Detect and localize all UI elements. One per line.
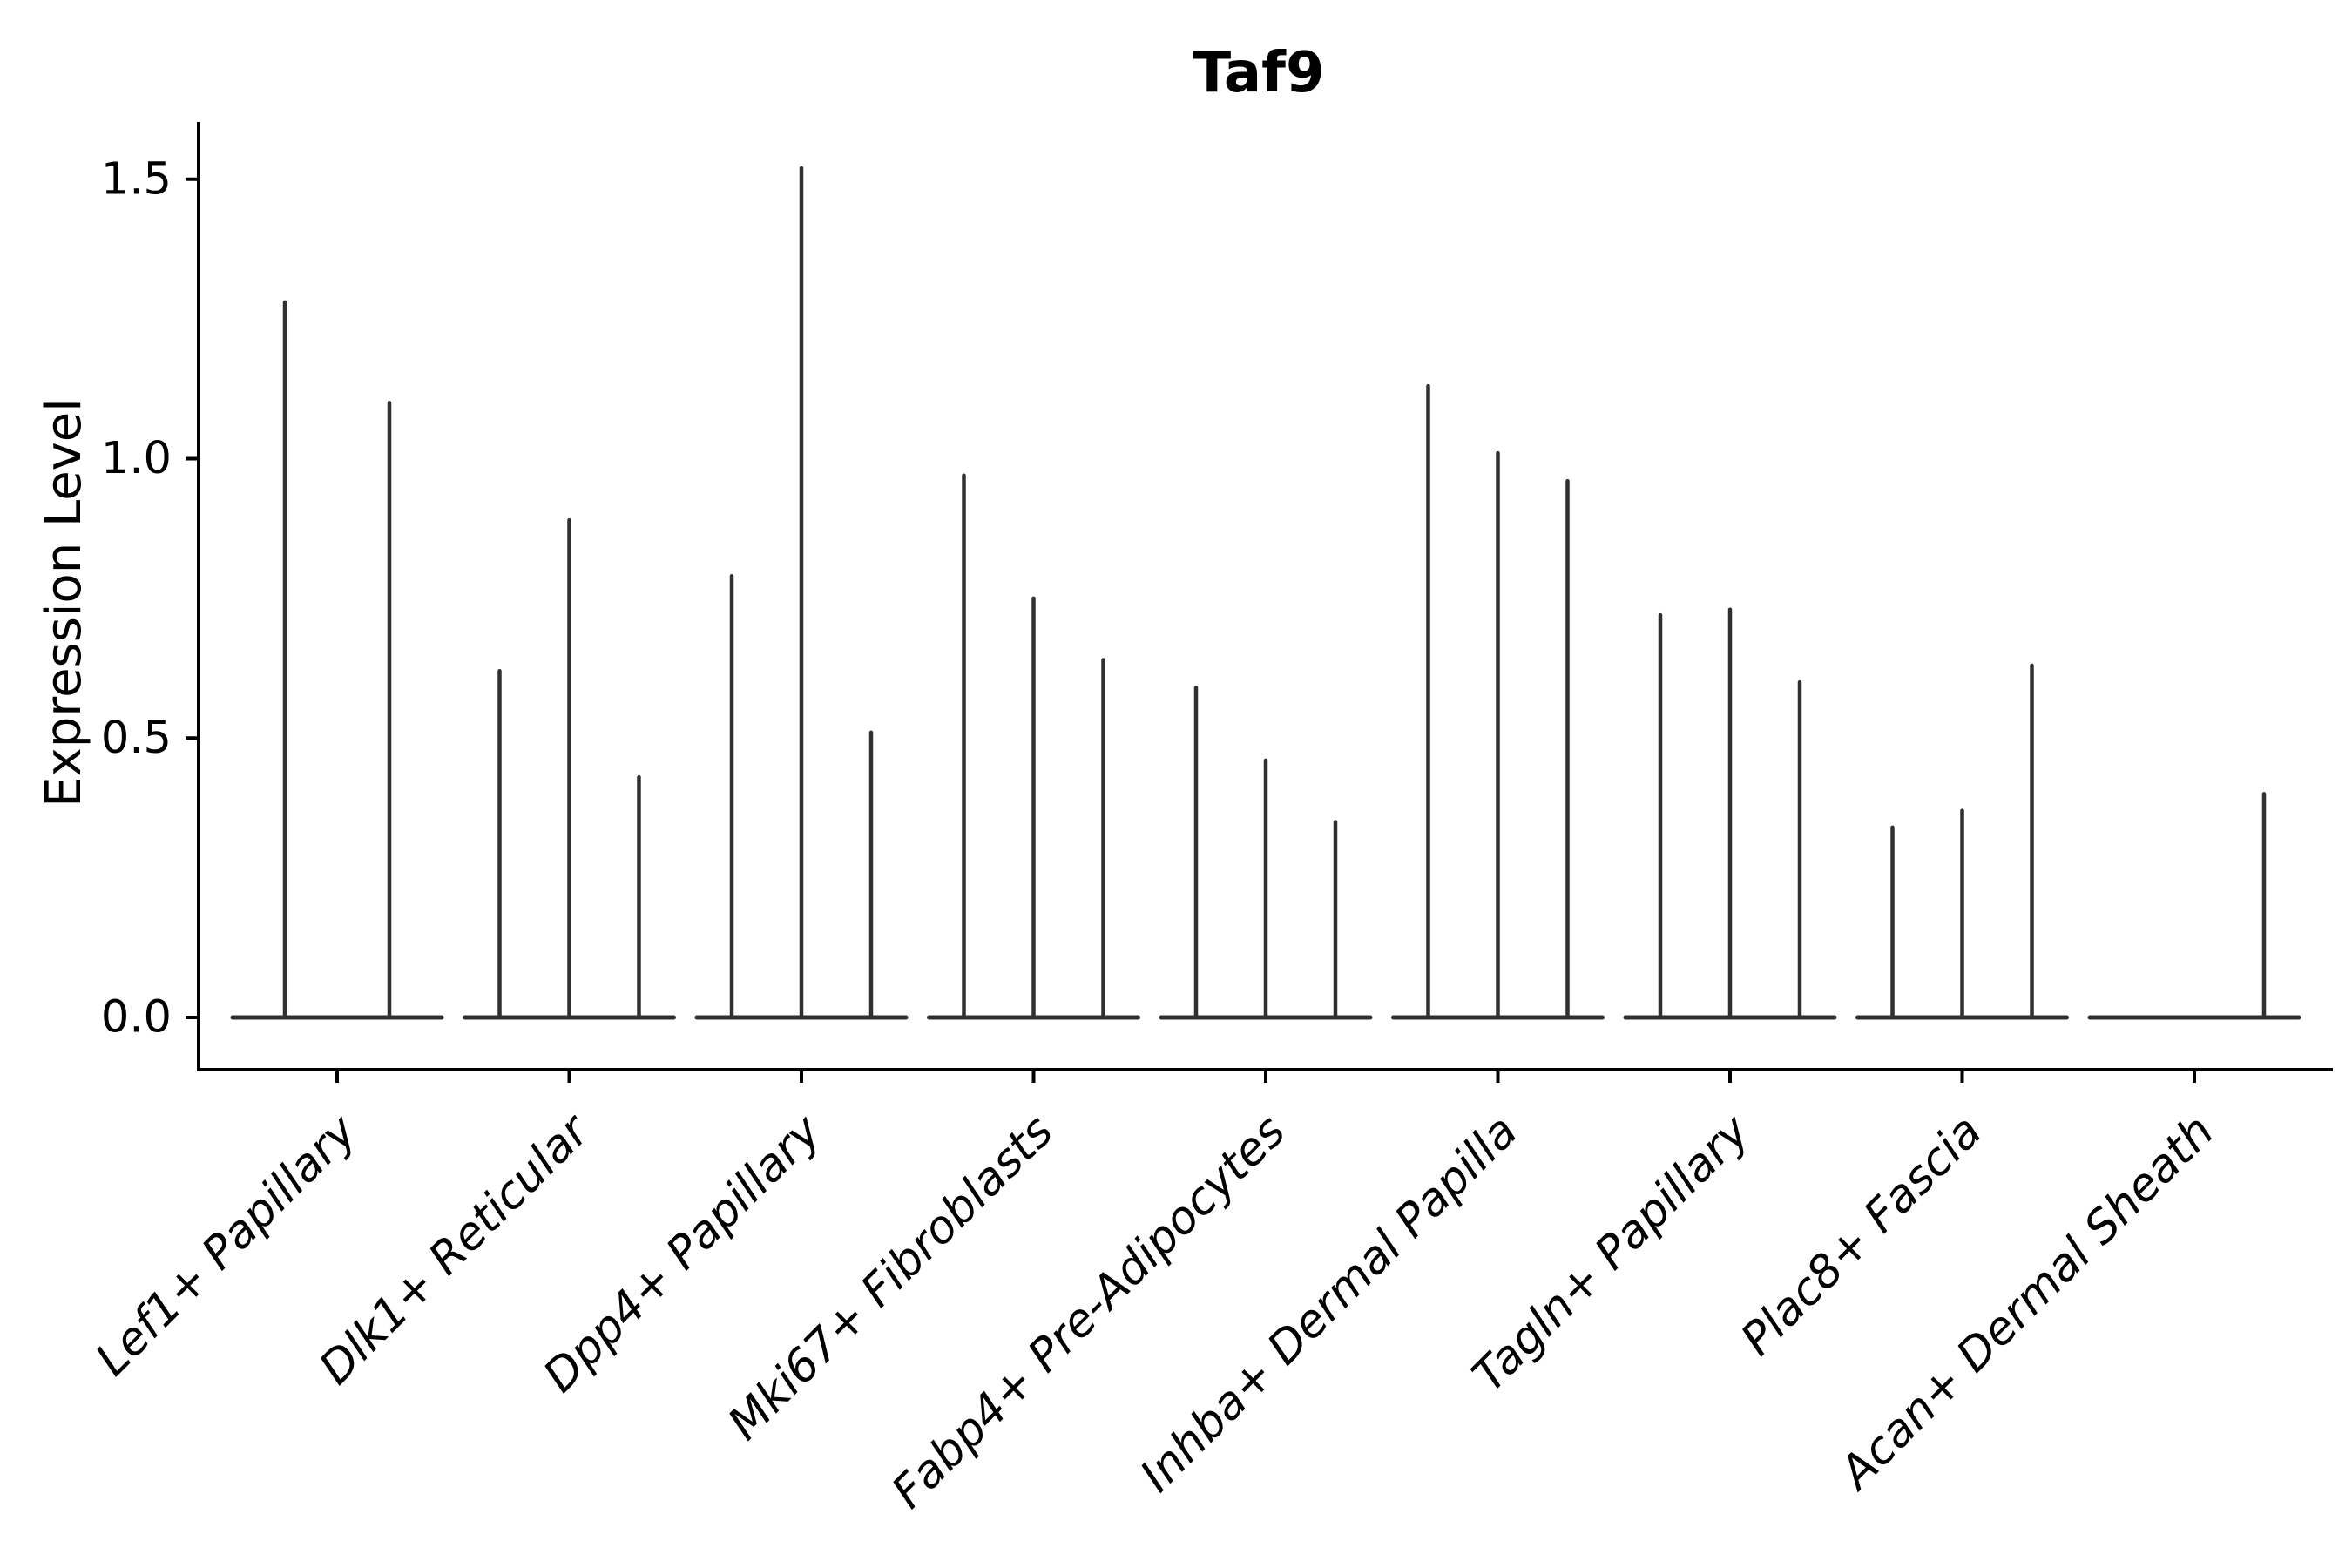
x-tick-label: Acan+ Dermal Sheath <box>1828 1105 2224 1501</box>
chart-title: Taf9 <box>1193 41 1325 105</box>
y-tick-label: 1.0 <box>101 433 172 484</box>
y-tick-label: 0.0 <box>101 992 172 1044</box>
y-axis-label: Expression Level <box>36 398 92 808</box>
y-tick-label: 1.5 <box>101 153 172 205</box>
x-tick-label: Plac8+ Fascia <box>1731 1105 1991 1366</box>
y-tick-label: 0.5 <box>101 713 172 764</box>
x-tick-label: Fabp4+ Pre-Adipocytes <box>882 1105 1296 1519</box>
x-tick-label: Inhba+ Dermal Papilla <box>1131 1105 1528 1503</box>
